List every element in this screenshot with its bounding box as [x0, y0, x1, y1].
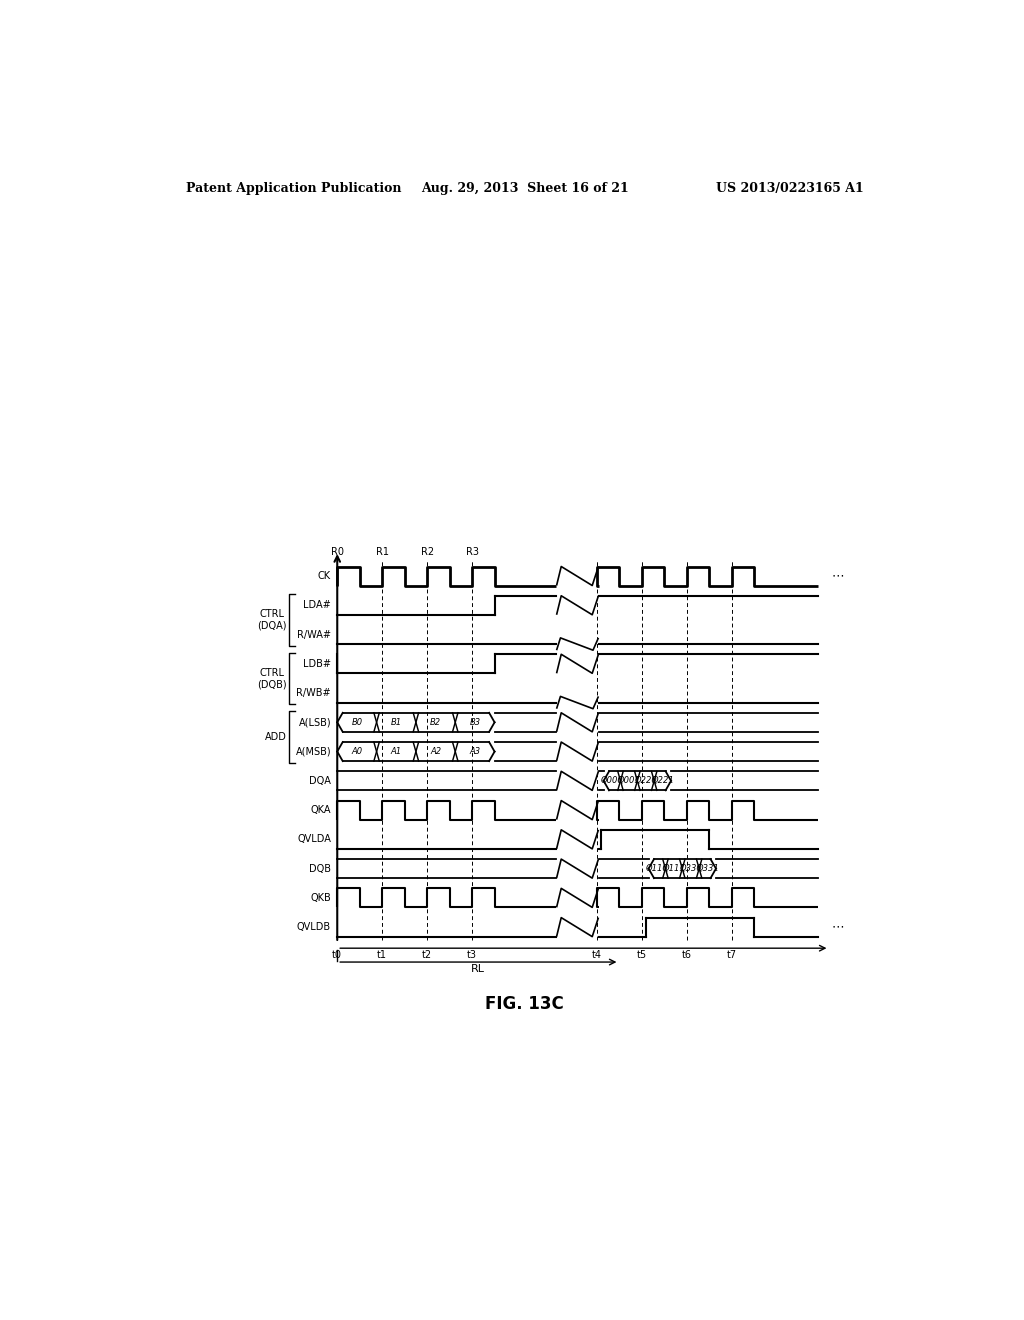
Text: LDA#: LDA# — [303, 601, 331, 610]
Text: FIG. 13C: FIG. 13C — [485, 995, 564, 1014]
Text: R0: R0 — [331, 548, 344, 557]
Text: R3: R3 — [466, 548, 478, 557]
Text: CTRL
(DQB): CTRL (DQB) — [257, 668, 287, 689]
Text: t2: t2 — [422, 950, 432, 961]
Text: A3: A3 — [469, 747, 480, 756]
Text: Q110: Q110 — [645, 865, 669, 873]
Text: t5: t5 — [637, 950, 647, 961]
Text: Aug. 29, 2013  Sheet 16 of 21: Aug. 29, 2013 Sheet 16 of 21 — [421, 182, 629, 194]
Text: A2: A2 — [430, 747, 441, 756]
Text: A(LSB): A(LSB) — [298, 717, 331, 727]
Text: t7: t7 — [727, 950, 737, 961]
Text: t0: t0 — [332, 950, 342, 961]
Text: QVLDA: QVLDA — [297, 834, 331, 845]
Text: R2: R2 — [421, 548, 434, 557]
Text: t4: t4 — [592, 950, 602, 961]
Text: A0: A0 — [351, 747, 362, 756]
Text: R1: R1 — [376, 548, 389, 557]
Text: Q331: Q331 — [696, 865, 719, 873]
Text: B2: B2 — [430, 718, 441, 727]
Text: t3: t3 — [467, 950, 477, 961]
Text: QVLDB: QVLDB — [297, 923, 331, 932]
Text: B3: B3 — [469, 718, 480, 727]
Text: R/WA#: R/WA# — [297, 630, 331, 639]
Text: B1: B1 — [391, 718, 401, 727]
Text: CK: CK — [317, 572, 331, 581]
Text: Q220: Q220 — [635, 776, 657, 785]
Text: Q221: Q221 — [651, 776, 674, 785]
Text: R/WB#: R/WB# — [296, 688, 331, 698]
Text: Patent Application Publication: Patent Application Publication — [186, 182, 401, 194]
Text: CTRL
(DQA): CTRL (DQA) — [257, 609, 287, 631]
Text: Q330: Q330 — [679, 865, 702, 873]
Text: A1: A1 — [391, 747, 401, 756]
Text: ADD: ADD — [265, 731, 287, 742]
Text: A(MSB): A(MSB) — [296, 747, 331, 756]
Text: RL: RL — [471, 964, 485, 974]
Text: Q001: Q001 — [617, 776, 640, 785]
Text: B0: B0 — [351, 718, 362, 727]
Text: QKB: QKB — [310, 892, 331, 903]
Text: ⋯: ⋯ — [831, 920, 844, 933]
Text: QKA: QKA — [310, 805, 331, 814]
Text: Q111: Q111 — [663, 865, 685, 873]
Text: Q000: Q000 — [601, 776, 624, 785]
Text: ⋯: ⋯ — [831, 569, 844, 582]
Text: t1: t1 — [377, 950, 387, 961]
Text: t6: t6 — [682, 950, 692, 961]
Text: US 2013/0223165 A1: US 2013/0223165 A1 — [717, 182, 864, 194]
Text: LDB#: LDB# — [303, 659, 331, 669]
Text: DQA: DQA — [309, 776, 331, 785]
Text: DQB: DQB — [309, 863, 331, 874]
